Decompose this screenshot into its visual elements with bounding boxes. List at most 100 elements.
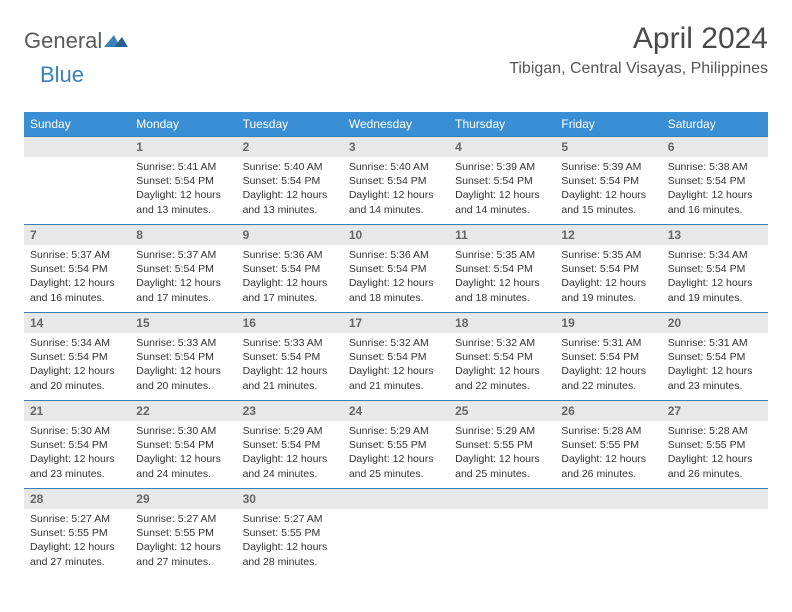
day-number: 26 xyxy=(555,401,661,421)
day-details: Sunrise: 5:31 AMSunset: 5:54 PMDaylight:… xyxy=(555,333,661,399)
calendar-day-cell: 16Sunrise: 5:33 AMSunset: 5:54 PMDayligh… xyxy=(237,313,343,401)
calendar-week-row: 7Sunrise: 5:37 AMSunset: 5:54 PMDaylight… xyxy=(24,225,768,313)
day-details: Sunrise: 5:35 AMSunset: 5:54 PMDaylight:… xyxy=(555,245,661,311)
calendar-day-cell xyxy=(343,489,449,577)
calendar-day-cell: 22Sunrise: 5:30 AMSunset: 5:54 PMDayligh… xyxy=(130,401,236,489)
day-header: Monday xyxy=(130,112,236,137)
day-details: Sunrise: 5:27 AMSunset: 5:55 PMDaylight:… xyxy=(24,509,130,575)
calendar-day-cell: 23Sunrise: 5:29 AMSunset: 5:54 PMDayligh… xyxy=(237,401,343,489)
day-details: Sunrise: 5:37 AMSunset: 5:54 PMDaylight:… xyxy=(24,245,130,311)
calendar-day-cell: 19Sunrise: 5:31 AMSunset: 5:54 PMDayligh… xyxy=(555,313,661,401)
calendar-day-cell: 9Sunrise: 5:36 AMSunset: 5:54 PMDaylight… xyxy=(237,225,343,313)
day-header: Saturday xyxy=(662,112,768,137)
day-details: Sunrise: 5:29 AMSunset: 5:55 PMDaylight:… xyxy=(449,421,555,487)
day-number: 18 xyxy=(449,313,555,333)
brand-part1: General xyxy=(24,28,102,54)
calendar-day-cell: 29Sunrise: 5:27 AMSunset: 5:55 PMDayligh… xyxy=(130,489,236,577)
calendar-day-cell: 14Sunrise: 5:34 AMSunset: 5:54 PMDayligh… xyxy=(24,313,130,401)
day-number: 2 xyxy=(237,137,343,157)
calendar-day-cell: 1Sunrise: 5:41 AMSunset: 5:54 PMDaylight… xyxy=(130,137,236,225)
day-details: Sunrise: 5:37 AMSunset: 5:54 PMDaylight:… xyxy=(130,245,236,311)
calendar-day-cell: 24Sunrise: 5:29 AMSunset: 5:55 PMDayligh… xyxy=(343,401,449,489)
day-details: Sunrise: 5:34 AMSunset: 5:54 PMDaylight:… xyxy=(662,245,768,311)
calendar-week-row: 21Sunrise: 5:30 AMSunset: 5:54 PMDayligh… xyxy=(24,401,768,489)
day-number xyxy=(24,137,130,157)
day-number: 22 xyxy=(130,401,236,421)
day-number: 16 xyxy=(237,313,343,333)
calendar-day-cell: 2Sunrise: 5:40 AMSunset: 5:54 PMDaylight… xyxy=(237,137,343,225)
day-number xyxy=(449,489,555,509)
day-details: Sunrise: 5:39 AMSunset: 5:54 PMDaylight:… xyxy=(449,157,555,223)
day-number: 6 xyxy=(662,137,768,157)
day-number xyxy=(555,489,661,509)
day-number: 19 xyxy=(555,313,661,333)
day-number: 13 xyxy=(662,225,768,245)
day-header: Thursday xyxy=(449,112,555,137)
day-number: 25 xyxy=(449,401,555,421)
day-number: 9 xyxy=(237,225,343,245)
day-details: Sunrise: 5:27 AMSunset: 5:55 PMDaylight:… xyxy=(130,509,236,575)
day-number: 4 xyxy=(449,137,555,157)
day-details: Sunrise: 5:28 AMSunset: 5:55 PMDaylight:… xyxy=(555,421,661,487)
day-details: Sunrise: 5:35 AMSunset: 5:54 PMDaylight:… xyxy=(449,245,555,311)
day-number: 3 xyxy=(343,137,449,157)
calendar-day-cell: 8Sunrise: 5:37 AMSunset: 5:54 PMDaylight… xyxy=(130,225,236,313)
day-details: Sunrise: 5:30 AMSunset: 5:54 PMDaylight:… xyxy=(24,421,130,487)
day-number: 21 xyxy=(24,401,130,421)
day-number: 30 xyxy=(237,489,343,509)
calendar-day-cell: 28Sunrise: 5:27 AMSunset: 5:55 PMDayligh… xyxy=(24,489,130,577)
brand-triangle-icon xyxy=(104,31,128,52)
day-details: Sunrise: 5:34 AMSunset: 5:54 PMDaylight:… xyxy=(24,333,130,399)
calendar-day-cell: 17Sunrise: 5:32 AMSunset: 5:54 PMDayligh… xyxy=(343,313,449,401)
calendar-day-cell: 11Sunrise: 5:35 AMSunset: 5:54 PMDayligh… xyxy=(449,225,555,313)
calendar-day-cell: 25Sunrise: 5:29 AMSunset: 5:55 PMDayligh… xyxy=(449,401,555,489)
day-number: 10 xyxy=(343,225,449,245)
calendar-day-cell: 6Sunrise: 5:38 AMSunset: 5:54 PMDaylight… xyxy=(662,137,768,225)
calendar-day-cell: 27Sunrise: 5:28 AMSunset: 5:55 PMDayligh… xyxy=(662,401,768,489)
day-details: Sunrise: 5:36 AMSunset: 5:54 PMDaylight:… xyxy=(343,245,449,311)
calendar-day-cell: 21Sunrise: 5:30 AMSunset: 5:54 PMDayligh… xyxy=(24,401,130,489)
day-details: Sunrise: 5:27 AMSunset: 5:55 PMDaylight:… xyxy=(237,509,343,575)
day-details: Sunrise: 5:29 AMSunset: 5:55 PMDaylight:… xyxy=(343,421,449,487)
calendar-day-cell: 18Sunrise: 5:32 AMSunset: 5:54 PMDayligh… xyxy=(449,313,555,401)
day-number: 15 xyxy=(130,313,236,333)
calendar-week-row: 1Sunrise: 5:41 AMSunset: 5:54 PMDaylight… xyxy=(24,137,768,225)
calendar-day-cell: 12Sunrise: 5:35 AMSunset: 5:54 PMDayligh… xyxy=(555,225,661,313)
calendar-day-cell: 3Sunrise: 5:40 AMSunset: 5:54 PMDaylight… xyxy=(343,137,449,225)
calendar-day-cell xyxy=(449,489,555,577)
day-number xyxy=(343,489,449,509)
calendar-week-row: 14Sunrise: 5:34 AMSunset: 5:54 PMDayligh… xyxy=(24,313,768,401)
day-details: Sunrise: 5:36 AMSunset: 5:54 PMDaylight:… xyxy=(237,245,343,311)
day-number: 8 xyxy=(130,225,236,245)
day-number: 29 xyxy=(130,489,236,509)
day-number: 1 xyxy=(130,137,236,157)
day-number xyxy=(662,489,768,509)
day-number: 28 xyxy=(24,489,130,509)
day-details: Sunrise: 5:40 AMSunset: 5:54 PMDaylight:… xyxy=(343,157,449,223)
calendar-table: SundayMondayTuesdayWednesdayThursdayFrid… xyxy=(24,112,768,577)
day-details: Sunrise: 5:30 AMSunset: 5:54 PMDaylight:… xyxy=(130,421,236,487)
calendar-day-cell: 20Sunrise: 5:31 AMSunset: 5:54 PMDayligh… xyxy=(662,313,768,401)
day-number: 12 xyxy=(555,225,661,245)
day-header: Wednesday xyxy=(343,112,449,137)
brand-part2: Blue xyxy=(40,62,84,87)
calendar-day-cell: 5Sunrise: 5:39 AMSunset: 5:54 PMDaylight… xyxy=(555,137,661,225)
day-details: Sunrise: 5:38 AMSunset: 5:54 PMDaylight:… xyxy=(662,157,768,223)
day-number: 7 xyxy=(24,225,130,245)
day-details: Sunrise: 5:32 AMSunset: 5:54 PMDaylight:… xyxy=(449,333,555,399)
day-details: Sunrise: 5:31 AMSunset: 5:54 PMDaylight:… xyxy=(662,333,768,399)
day-details: Sunrise: 5:41 AMSunset: 5:54 PMDaylight:… xyxy=(130,157,236,223)
day-details: Sunrise: 5:40 AMSunset: 5:54 PMDaylight:… xyxy=(237,157,343,223)
calendar-day-cell: 10Sunrise: 5:36 AMSunset: 5:54 PMDayligh… xyxy=(343,225,449,313)
day-details: Sunrise: 5:29 AMSunset: 5:54 PMDaylight:… xyxy=(237,421,343,487)
day-header: Friday xyxy=(555,112,661,137)
day-details: Sunrise: 5:33 AMSunset: 5:54 PMDaylight:… xyxy=(130,333,236,399)
calendar-day-cell: 13Sunrise: 5:34 AMSunset: 5:54 PMDayligh… xyxy=(662,225,768,313)
day-header: Tuesday xyxy=(237,112,343,137)
day-number: 17 xyxy=(343,313,449,333)
day-number: 27 xyxy=(662,401,768,421)
day-number: 20 xyxy=(662,313,768,333)
day-details: Sunrise: 5:32 AMSunset: 5:54 PMDaylight:… xyxy=(343,333,449,399)
calendar-day-cell: 7Sunrise: 5:37 AMSunset: 5:54 PMDaylight… xyxy=(24,225,130,313)
day-number: 11 xyxy=(449,225,555,245)
